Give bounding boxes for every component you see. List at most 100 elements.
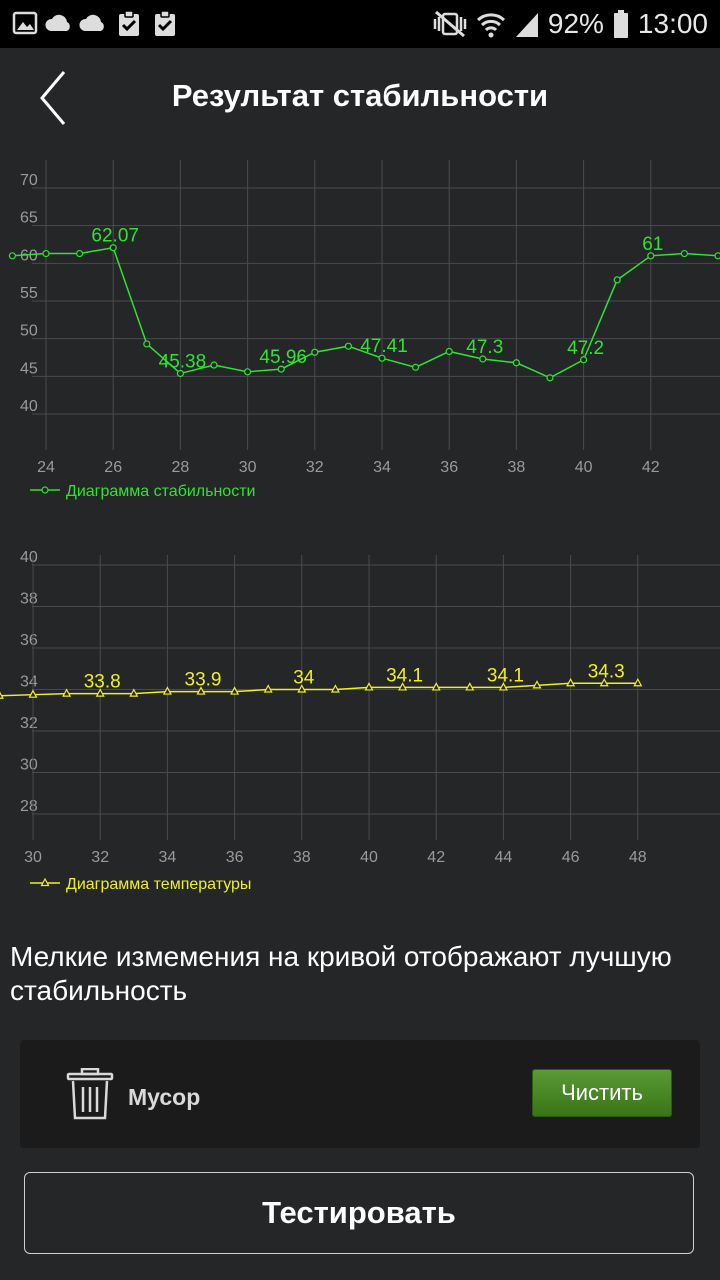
x-tick-label: 26 <box>104 459 122 476</box>
data-label: 33.8 <box>84 672 121 693</box>
x-tick-label: 42 <box>642 459 660 476</box>
data-point <box>647 252 655 260</box>
data-point <box>512 359 521 367</box>
hint-text: Мелкие измемения на кривой отображают лу… <box>10 941 672 1006</box>
data-label: 47.41 <box>360 336 408 357</box>
y-tick-label: 38 <box>20 591 38 608</box>
data-point <box>546 374 554 382</box>
legend-label: Диаграмма температуры <box>66 876 251 893</box>
data-point <box>613 276 621 284</box>
cloud-icon <box>45 14 70 31</box>
x-tick-label: 28 <box>172 459 190 476</box>
y-tick-label: 60 <box>20 247 38 264</box>
data-point <box>129 688 139 697</box>
wifi-icon <box>476 13 505 38</box>
series-line <box>12 246 719 379</box>
x-tick-label: 24 <box>37 459 55 476</box>
y-tick-label: 50 <box>20 323 38 340</box>
x-tick-label: 36 <box>440 459 458 476</box>
data-point <box>42 249 50 258</box>
test-button[interactable]: Тестировать <box>24 1172 694 1254</box>
back-arrow-icon[interactable] <box>28 68 78 128</box>
data-label: 33.9 <box>185 670 222 691</box>
data-point <box>330 684 340 693</box>
x-tick-label: 34 <box>373 459 391 476</box>
x-tick-label: 34 <box>159 849 177 866</box>
data-point <box>431 682 441 691</box>
x-tick-label: 40 <box>575 459 593 476</box>
vibrate-mute-icon <box>433 10 467 38</box>
data-point <box>263 684 273 693</box>
temperature-chart: 40 38 36 34 32 30 28 30 32 34 36 38 40 42 44 46 48 33.8 33… <box>0 549 720 893</box>
data-point <box>680 249 689 258</box>
x-tick-label: 42 <box>427 849 445 866</box>
y-tick-label: 32 <box>20 715 38 732</box>
data-point <box>364 682 374 691</box>
battery-percent: 92% <box>547 8 604 39</box>
clock: 13:00 <box>637 8 708 39</box>
data-label: 34.3 <box>588 661 625 682</box>
data-point <box>445 347 453 356</box>
x-tick-label: 32 <box>91 849 109 866</box>
data-point <box>566 678 576 687</box>
data-point <box>176 369 184 378</box>
data-point <box>196 686 206 695</box>
data-label: 47.2 <box>567 338 604 359</box>
image-icon <box>12 11 38 35</box>
clipboard-check-icon <box>119 10 139 36</box>
x-tick-label: 30 <box>24 849 42 866</box>
y-tick-label: 28 <box>20 798 38 815</box>
x-tick-label: 44 <box>495 849 513 866</box>
data-point <box>75 249 84 258</box>
y-tick-label: 45 <box>20 360 38 377</box>
x-tick-label: 46 <box>562 849 580 866</box>
data-point <box>277 365 285 373</box>
legend-label: Диаграмма стабильности <box>66 483 255 500</box>
trash-icon <box>66 1068 114 1120</box>
data-point <box>479 355 487 363</box>
y-tick-label: 65 <box>20 210 38 227</box>
x-tick-label: 48 <box>629 849 647 866</box>
data-label: 62.07 <box>91 226 139 247</box>
data-label: 34 <box>293 668 315 689</box>
legend-marker <box>41 486 49 494</box>
data-point <box>109 244 117 252</box>
data-label: 34.1 <box>386 665 423 686</box>
legend-marker <box>40 877 50 887</box>
junk-label: Мусор <box>128 1084 201 1110</box>
data-point <box>714 252 720 260</box>
data-point <box>62 688 72 697</box>
data-point <box>465 682 475 691</box>
cloud-icon <box>79 14 104 31</box>
clean-button[interactable]: Чистить <box>532 1069 672 1117</box>
y-tick-label: 55 <box>20 285 38 302</box>
data-label: 47.3 <box>466 337 503 358</box>
data-point <box>412 363 420 371</box>
data-point <box>297 684 307 693</box>
clipboard-check-icon <box>155 10 175 36</box>
data-point <box>143 340 151 348</box>
data-label: 45.96 <box>259 347 307 368</box>
y-tick-label: 40 <box>20 398 38 415</box>
x-tick-label: 30 <box>239 459 257 476</box>
data-point <box>95 688 105 697</box>
y-tick-label: 40 <box>20 549 38 566</box>
junk-card: Мусор Чистить <box>20 1040 700 1148</box>
data-point <box>28 689 38 698</box>
status-bar: 92% 13:00 <box>0 0 720 48</box>
data-point <box>599 678 609 687</box>
x-tick-label: 38 <box>508 459 526 476</box>
y-tick-label: 70 <box>20 172 38 189</box>
data-point <box>498 682 508 691</box>
data-point <box>532 680 542 689</box>
data-label: 34.1 <box>487 665 524 686</box>
data-point <box>162 686 172 695</box>
data-label: 45.38 <box>159 351 207 372</box>
data-point <box>230 686 240 695</box>
stability-chart: 70 65 60 55 50 45 40 24 26 28 30 32 34 36 38 40 42 62.07 4… <box>8 160 720 500</box>
data-point <box>579 356 588 364</box>
data-point <box>244 368 252 376</box>
page-title: Результат стабильности <box>171 78 549 113</box>
y-tick-label: 36 <box>20 632 38 649</box>
header: Результат стабильности <box>0 48 720 148</box>
